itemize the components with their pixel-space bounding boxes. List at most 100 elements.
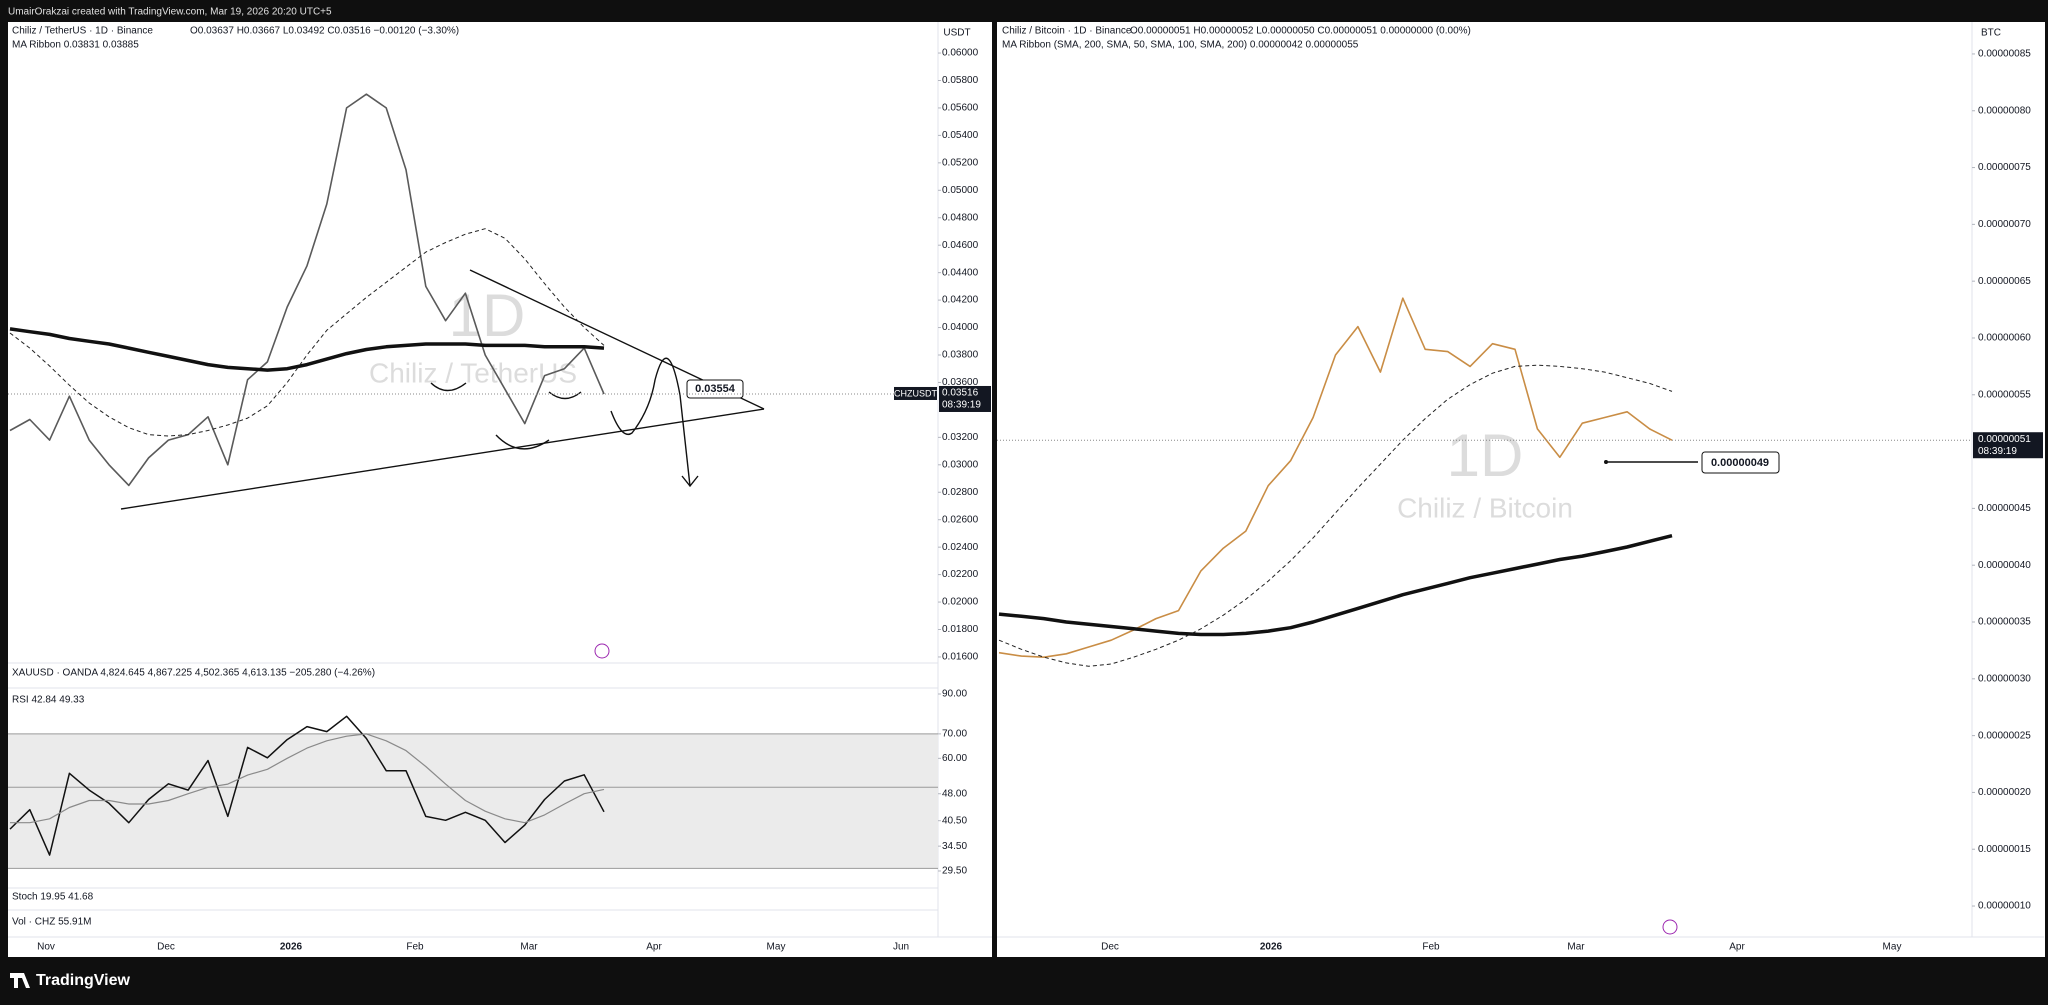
y-tick-label: 90.00 [942, 689, 967, 700]
y-tick-label: 0.02800 [942, 487, 979, 498]
series-line [9, 715, 605, 856]
y-tick-label: 0.00000080 [1978, 105, 2031, 116]
y-tick-label: 0.00000030 [1978, 673, 2031, 684]
pane-label: Stoch 19.95 41.68 [12, 892, 94, 903]
annotation: 0.03554 [695, 383, 736, 395]
y-tick-label: 0.05600 [942, 103, 979, 114]
x-tick-label: Mar [1567, 942, 1585, 953]
rsi-legend: RSI 42.84 49.33 [12, 695, 85, 706]
symbol-label: CHZUSDT [894, 388, 937, 398]
series-line [9, 228, 605, 437]
right-panel [997, 22, 2045, 957]
trend-line [120, 408, 765, 510]
countdown: 08:39:19 [942, 400, 981, 411]
y-tick-label: 0.05200 [942, 157, 979, 168]
last-price-box [1973, 432, 2043, 459]
y-tick-label: 0.00000085 [1978, 49, 2031, 60]
x-tick-label: Nov [37, 942, 55, 953]
y-tick-label: 0.00000075 [1978, 162, 2031, 173]
y-tick-label: 0.05000 [942, 185, 979, 196]
y-tick-label: 0.06000 [942, 48, 979, 59]
ohlc: O0.00000051 H0.00000052 L0.00000050 C0.0… [1130, 26, 1471, 37]
y-tick-label: 60.00 [942, 753, 967, 764]
y-tick-label: 40.50 [942, 815, 967, 826]
series-line [998, 297, 1673, 658]
x-tick-label: May [1883, 942, 1902, 953]
y-tick-label: 0.02600 [942, 514, 979, 525]
symbol-title: Chiliz / TetherUS · 1D · Binance [12, 26, 153, 37]
y-tick-label: 0.00000020 [1978, 787, 2031, 798]
arc [495, 434, 550, 450]
y-tick-label: 0.04400 [942, 267, 979, 278]
currency: BTC [1981, 28, 2001, 39]
arc [430, 382, 467, 392]
symbol-box [894, 386, 937, 400]
y-tick-label: 70.00 [942, 729, 967, 740]
watermark: 1D [1447, 422, 1524, 489]
y-tick-label: 0.00000025 [1978, 730, 2031, 741]
y-tick-label: 0.00000035 [1978, 617, 2031, 628]
drawings [120, 269, 1698, 510]
y-tick-label: 0.02000 [942, 597, 979, 608]
y-tick-label: 0.00000055 [1978, 389, 2031, 400]
y-tick-label: 0.05400 [942, 130, 979, 141]
x-tick-label: May [767, 942, 786, 953]
y-tick-label: 0.03800 [942, 350, 979, 361]
y-tick-label: 0.00000015 [1978, 844, 2031, 855]
caption: UmairOrakzai created with TradingView.co… [8, 7, 332, 18]
series-line [9, 93, 605, 487]
y-tick-label: 0.05800 [942, 75, 979, 86]
y-tick-label: 0.04600 [942, 240, 979, 251]
watermark-name: Chiliz / TetherUS [369, 357, 577, 388]
y-tick-label: 0.00000040 [1978, 560, 2031, 571]
y-tick-label: 0.01800 [942, 624, 979, 635]
watermark-name: Chiliz / Bitcoin [1397, 492, 1573, 523]
logo [10, 973, 30, 988]
ohlc: O0.03637 H0.03667 L0.03492 C0.03516 −0.0… [190, 26, 459, 37]
series-line [10, 733, 605, 824]
y-tick-label: 0.03200 [942, 432, 979, 443]
projection-arrow [610, 357, 691, 487]
symbol-title: Chiliz / Bitcoin · 1D · Binance [1002, 26, 1132, 37]
y-tick-label: 48.00 [942, 788, 967, 799]
x-tick-label: Jun [893, 942, 909, 953]
x-tick-label: 2026 [280, 942, 303, 953]
x-tick-label: Dec [1101, 942, 1119, 953]
y-tick-label: 29.50 [942, 866, 967, 877]
y-tick-label: 0.00000060 [1978, 333, 2031, 344]
arrow-head [681, 475, 699, 488]
x-tick-label: Dec [157, 942, 175, 953]
x-tick-label: Mar [520, 942, 538, 953]
x-tick-label: Apr [646, 942, 662, 953]
x-tick-label: Feb [406, 942, 424, 953]
last-price-box [939, 385, 991, 412]
indicator-legend: MA Ribbon (SMA, 200, SMA, 50, SMA, 100, … [1002, 40, 1359, 51]
y-tick-label: 34.50 [942, 841, 967, 852]
pane-label: XAUUSD · OANDA 4,824.645 4,867.225 4,502… [12, 668, 375, 679]
y-tick-label: 0.00000065 [1978, 276, 2031, 287]
y-tick-label: 0.03000 [942, 459, 979, 470]
x-tick-label: 2026 [1260, 942, 1283, 953]
last-price-label: 0.03516 [942, 388, 979, 399]
indicator-legend: MA Ribbon 0.03831 0.03885 [12, 40, 139, 51]
event-icon [1662, 919, 1678, 935]
y-tick-label: 0.00000010 [1978, 901, 2031, 912]
y-tick-label: 0.00000070 [1978, 219, 2031, 230]
anchor-dot [1604, 460, 1608, 464]
last-price-label: 0.00000051 [1978, 434, 2031, 445]
series-line [9, 327, 605, 372]
brand: TradingView [36, 972, 131, 989]
y-tick-label: 0.04000 [942, 322, 979, 333]
currency: USDT [943, 28, 970, 39]
countdown: 08:39:19 [1978, 446, 2017, 457]
x-tick-label: Feb [1422, 942, 1440, 953]
pane-label: Vol · CHZ 55.91M [12, 917, 91, 928]
watermark: 1D [449, 282, 526, 349]
y-tick-label: 0.00000045 [1978, 503, 2031, 514]
y-tick-label: 0.04800 [942, 212, 979, 223]
series-line [998, 534, 1673, 637]
y-tick-label: 0.03600 [942, 377, 979, 388]
y-tick-label: 0.01600 [942, 652, 979, 663]
